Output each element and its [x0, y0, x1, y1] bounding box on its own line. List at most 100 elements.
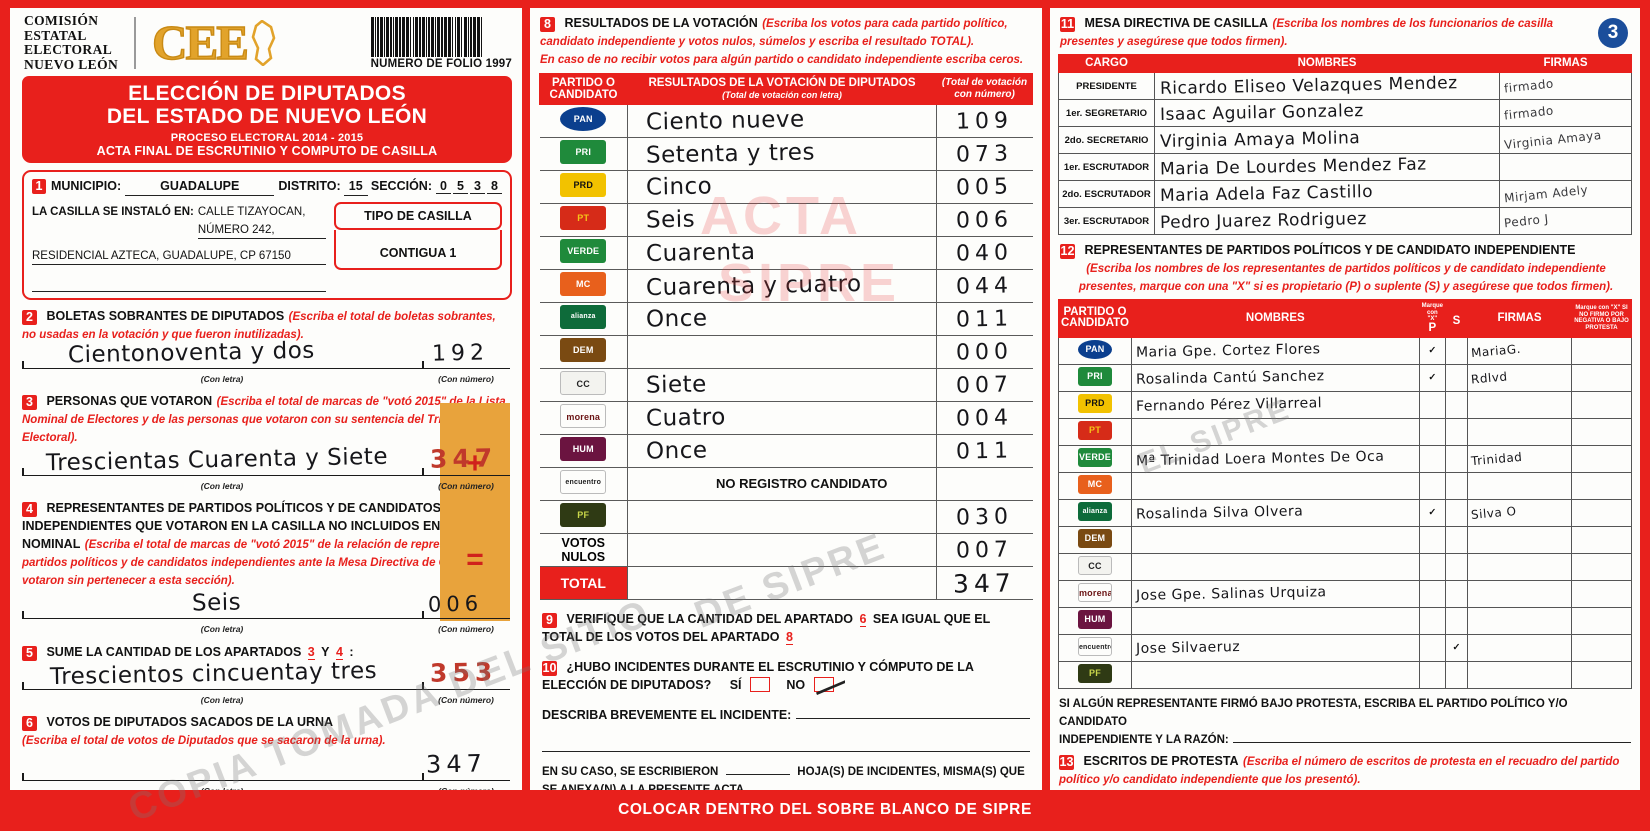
reps-propietario-cell[interactable]: [1418, 579, 1447, 608]
mesa-firma-cell[interactable]: firmado: [1499, 72, 1632, 100]
votes-nulos-letra-cell[interactable]: [627, 533, 937, 567]
reps-protest-cell[interactable]: [1571, 660, 1632, 689]
reps-suplente-cell[interactable]: [1445, 552, 1468, 581]
address-line-1[interactable]: CALLE TIZAYOCAN, NÚMERO 242,: [197, 206, 306, 236]
reps-suplente-cell[interactable]: [1445, 579, 1468, 608]
reps-suplente-cell[interactable]: [1445, 444, 1468, 473]
suma-numero-field[interactable]: 353: [422, 657, 510, 690]
reps-propietario-cell[interactable]: [1418, 471, 1447, 500]
reps-nombre-cell[interactable]: Fernando Pérez Villarreal: [1130, 390, 1420, 419]
votes-letra-cell[interactable]: Cinco: [627, 170, 937, 204]
reps-firma-cell[interactable]: [1467, 660, 1572, 689]
protest-note-value[interactable]: [1232, 730, 1631, 743]
incident-no-checkbox[interactable]: [813, 677, 845, 695]
reps-protest-cell[interactable]: [1571, 498, 1632, 527]
mesa-firma-cell[interactable]: firmado: [1499, 99, 1632, 127]
reps-firma-cell[interactable]: Trinidad: [1467, 444, 1572, 473]
urna-numero-field[interactable]: 347: [422, 749, 510, 781]
incident-describe-value[interactable]: [796, 704, 1030, 719]
reps-protest-cell[interactable]: [1571, 552, 1632, 581]
municipio-value[interactable]: GUADALUPE: [160, 179, 240, 193]
reps-firma-cell[interactable]: [1467, 471, 1572, 500]
boletas-numero-field[interactable]: 192: [422, 340, 510, 369]
mesa-nombre-cell[interactable]: Pedro Juarez Rodriguez: [1154, 207, 1500, 235]
reps-suplente-cell[interactable]: [1445, 363, 1468, 392]
mesa-firma-cell[interactable]: Mirjam Adely: [1499, 180, 1632, 208]
reps-firma-cell[interactable]: Rdlvd: [1467, 363, 1572, 392]
incident-describe-line-2[interactable]: [542, 738, 1030, 752]
votes-letra-cell[interactable]: Cuatro: [627, 401, 937, 435]
reps-suplente-cell[interactable]: [1445, 390, 1468, 419]
reps-propietario-cell[interactable]: [1418, 633, 1447, 662]
votes-numero-cell[interactable]: 073: [936, 137, 1033, 171]
reps-suplente-cell[interactable]: [1445, 498, 1468, 527]
reps-numero-field[interactable]: 006: [422, 591, 510, 619]
votes-letra-cell[interactable]: Once: [627, 434, 937, 468]
urna-letra-field[interactable]: [22, 757, 422, 781]
votes-numero-cell[interactable]: 005: [936, 170, 1033, 204]
mesa-nombre-cell[interactable]: Maria De Lourdes Mendez Faz: [1154, 153, 1500, 181]
reps-nombre-cell[interactable]: Jose Silvaeruz: [1130, 633, 1420, 662]
votes-numero-cell[interactable]: 000: [936, 335, 1033, 369]
seccion-digit-3[interactable]: 3: [470, 179, 485, 194]
reps-propietario-cell[interactable]: [1418, 444, 1447, 473]
mesa-firma-cell[interactable]: Pedro J: [1499, 207, 1632, 235]
reps-suplente-cell[interactable]: [1445, 606, 1468, 635]
reps-protest-cell[interactable]: [1571, 336, 1632, 365]
distrito-value[interactable]: 15: [348, 179, 363, 193]
reps-protest-cell[interactable]: [1571, 606, 1632, 635]
reps-firma-cell[interactable]: [1467, 579, 1572, 608]
votes-letra-cell[interactable]: Setenta y tres: [627, 137, 937, 171]
reps-protest-cell[interactable]: [1571, 579, 1632, 608]
reps-firma-cell[interactable]: [1467, 552, 1572, 581]
votes-numero-cell[interactable]: 004: [936, 401, 1033, 435]
reps-nombre-cell[interactable]: Rosalinda Cantú Sanchez: [1130, 363, 1420, 392]
reps-propietario-cell[interactable]: [1418, 417, 1447, 446]
seccion-digit-4[interactable]: 8: [487, 179, 502, 194]
mesa-nombre-cell[interactable]: Isaac Aguilar Gonzalez: [1154, 99, 1500, 127]
votes-numero-cell[interactable]: 030: [936, 500, 1033, 534]
votaron-letra-field[interactable]: Trescientas Cuarenta y Siete: [22, 444, 422, 476]
votes-numero-cell[interactable]: 040: [936, 236, 1033, 270]
reps-firma-cell[interactable]: [1467, 417, 1572, 446]
mesa-nombre-cell[interactable]: Maria Adela Faz Castillo: [1154, 180, 1500, 208]
votes-letra-cell[interactable]: [627, 335, 937, 369]
boletas-letra-field[interactable]: Cientonoventa y dos: [22, 338, 422, 369]
reps-propietario-cell[interactable]: [1418, 525, 1447, 554]
reps-firma-cell[interactable]: Silva O: [1467, 498, 1572, 527]
tipo-casilla-value[interactable]: CONTIGUA 1: [379, 246, 457, 260]
votaron-numero-field[interactable]: 347: [422, 443, 510, 476]
votes-letra-cell[interactable]: Cuarenta: [627, 236, 937, 270]
reps-nombre-cell[interactable]: [1130, 471, 1420, 500]
votes-letra-cell[interactable]: Cuarenta y cuatro: [627, 269, 937, 303]
votes-letra-cell[interactable]: Seis: [627, 203, 937, 237]
incident-sheets-value[interactable]: [725, 762, 790, 775]
reps-propietario-cell[interactable]: [1418, 606, 1447, 635]
reps-nombre-cell[interactable]: Maria Gpe. Cortez Flores: [1130, 336, 1420, 365]
votes-numero-cell[interactable]: 044: [936, 269, 1033, 303]
reps-firma-cell[interactable]: [1467, 633, 1572, 662]
votes-numero-cell[interactable]: 011: [936, 302, 1033, 336]
reps-nombre-cell[interactable]: [1130, 660, 1420, 689]
votes-numero-cell[interactable]: 011: [936, 434, 1033, 468]
votes-letra-cell[interactable]: Once: [627, 302, 937, 336]
mesa-nombre-cell[interactable]: Ricardo Eliseo Velazques Mendez: [1154, 72, 1500, 100]
reps-protest-cell[interactable]: [1571, 444, 1632, 473]
incident-si-checkbox[interactable]: [749, 677, 770, 692]
reps-nombre-cell[interactable]: Jose Gpe. Salinas Urquiza: [1130, 579, 1420, 608]
reps-suplente-cell[interactable]: [1445, 336, 1468, 365]
reps-suplente-cell[interactable]: [1445, 471, 1468, 500]
votes-total-numero-cell[interactable]: 347: [936, 566, 1033, 600]
votes-numero-cell[interactable]: 006: [936, 203, 1033, 237]
reps-nombre-cell[interactable]: Rosalinda Silva Olvera: [1130, 498, 1420, 527]
votes-letra-cell[interactable]: NO REGISTRO CANDIDATO: [627, 467, 937, 501]
reps-suplente-cell[interactable]: [1445, 417, 1468, 446]
reps-suplente-cell[interactable]: ✓: [1445, 633, 1468, 662]
reps-protest-cell[interactable]: [1571, 363, 1632, 392]
reps-nombre-cell[interactable]: [1130, 417, 1420, 446]
reps-protest-cell[interactable]: [1571, 471, 1632, 500]
reps-propietario-cell[interactable]: ✓: [1418, 336, 1447, 365]
reps-firma-cell[interactable]: [1467, 606, 1572, 635]
reps-nombre-cell[interactable]: [1130, 606, 1420, 635]
reps-propietario-cell[interactable]: [1418, 390, 1447, 419]
